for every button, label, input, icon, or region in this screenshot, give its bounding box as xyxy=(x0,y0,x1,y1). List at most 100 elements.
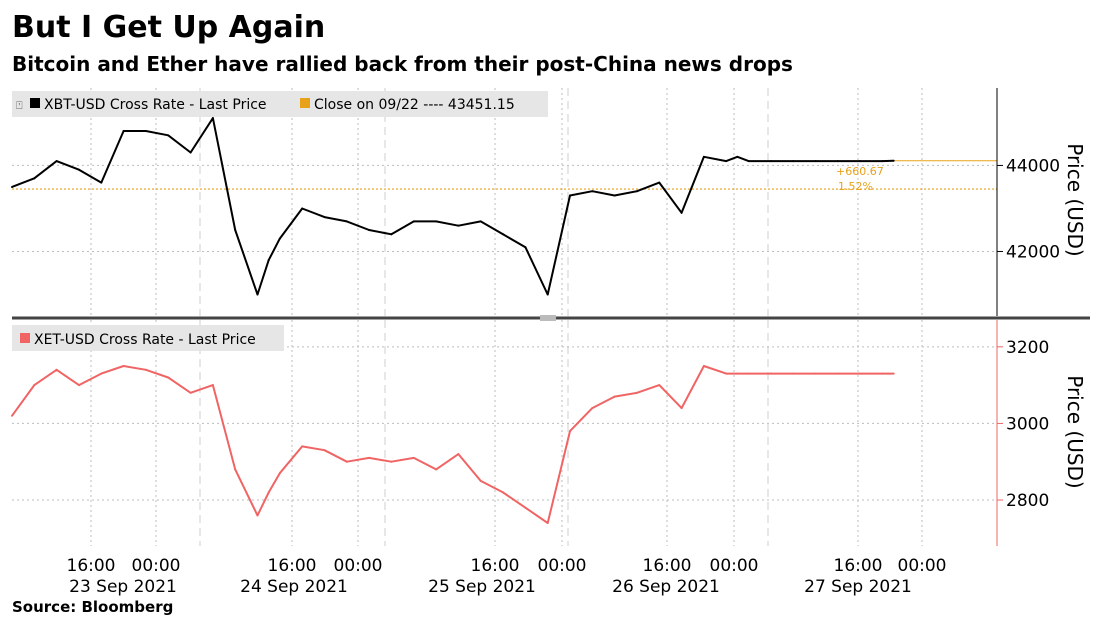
data-point-btc xyxy=(546,293,549,296)
change-pct-annotation: 1.52% xyxy=(838,180,873,193)
data-point-eth xyxy=(569,430,571,433)
data-point-eth xyxy=(55,368,58,371)
bottom-panel-background xyxy=(12,320,997,546)
data-point-btc xyxy=(747,160,750,163)
data-point-btc xyxy=(658,181,661,184)
data-point-eth xyxy=(814,372,817,375)
data-point-btc xyxy=(11,185,13,188)
legend-label-close: Close on 09/22 ---- 43451.15 xyxy=(314,97,515,113)
legend-label-btc: XBT-USD Cross Rate - Last Price xyxy=(44,97,267,113)
data-point-btc xyxy=(256,293,259,296)
x-date-label: 26 Sep 2021 xyxy=(612,577,720,597)
data-point-btc xyxy=(881,160,884,163)
top-y-axis-label: Price (USD) xyxy=(1063,143,1087,257)
data-point-btc xyxy=(167,134,170,137)
legend-toggle-icon[interactable]: ⍞ xyxy=(16,99,23,112)
top-panel-background xyxy=(12,88,997,316)
data-point-eth xyxy=(457,453,460,456)
bottom-y-axis-label: Price (USD) xyxy=(1063,375,1087,489)
y-ticks: 42000 44000 2800 3000 3200 xyxy=(997,156,1060,511)
legend-label-eth: XET-USD Cross Rate - Last Price xyxy=(34,332,256,348)
reference-layer xyxy=(12,160,997,190)
data-point-btc xyxy=(368,228,371,231)
data-point-eth xyxy=(234,468,237,471)
chart-subtitle: Bitcoin and Ether have rallied back from… xyxy=(12,52,793,76)
x-date-label: 27 Sep 2021 xyxy=(804,577,912,597)
change-annotation: +660.67 xyxy=(836,165,884,178)
data-point-eth xyxy=(267,491,270,494)
data-point-eth xyxy=(613,395,616,398)
x-time-label: 16:00 xyxy=(471,556,520,576)
top-legend: ⍞ XBT-USD Cross Rate - Last Price Close … xyxy=(12,91,548,117)
data-point-btc xyxy=(323,216,326,219)
data-point-btc xyxy=(769,160,772,163)
data-point-btc xyxy=(33,177,36,180)
data-point-eth xyxy=(77,384,80,387)
data-point-btc xyxy=(591,190,594,193)
data-point-eth xyxy=(435,468,438,471)
x-time-label: 00:00 xyxy=(132,556,181,576)
series-layer xyxy=(11,117,895,525)
data-point-eth xyxy=(345,460,348,463)
x-time-label: 00:00 xyxy=(538,556,587,576)
data-point-eth xyxy=(736,372,739,375)
data-point-eth xyxy=(892,372,895,375)
x-time-label: 00:00 xyxy=(334,556,383,576)
legend-swatch-eth xyxy=(20,333,30,343)
data-point-eth xyxy=(167,376,170,379)
legend-swatch-close xyxy=(300,98,310,108)
data-point-btc xyxy=(502,233,505,236)
data-point-btc xyxy=(479,220,482,223)
data-point-btc xyxy=(524,246,527,249)
data-point-eth xyxy=(725,372,728,375)
x-time-label: 16:00 xyxy=(643,556,692,576)
data-point-btc xyxy=(702,155,705,158)
y-tick-label: 2800 xyxy=(1006,491,1049,511)
data-point-eth xyxy=(144,368,147,371)
x-date-label: 25 Sep 2021 xyxy=(428,577,536,597)
data-point-btc xyxy=(569,194,571,197)
data-point-eth xyxy=(122,364,125,367)
data-point-btc xyxy=(144,130,147,133)
data-point-btc xyxy=(122,130,125,133)
data-point-btc xyxy=(859,160,862,163)
data-point-eth xyxy=(479,479,482,482)
data-point-btc xyxy=(412,220,415,223)
source-note: Source: Bloomberg xyxy=(12,598,174,616)
data-point-eth xyxy=(658,384,661,387)
data-point-btc xyxy=(345,220,348,223)
data-point-eth xyxy=(769,372,772,375)
data-point-btc xyxy=(457,224,460,227)
data-point-eth xyxy=(323,449,326,452)
x-axis-labels: 16:00 00:00 16:00 00:00 16:00 00:00 16:00 00:00… xyxy=(67,556,947,597)
data-point-btc xyxy=(836,160,839,163)
x-time-label: 00:00 xyxy=(710,556,759,576)
data-point-eth xyxy=(33,384,36,387)
data-point-eth xyxy=(836,372,839,375)
x-date-label: 24 Sep 2021 xyxy=(240,577,348,597)
data-point-btc xyxy=(189,151,192,154)
data-point-eth xyxy=(792,372,795,375)
data-point-eth xyxy=(859,372,862,375)
data-point-eth xyxy=(591,407,594,410)
data-point-btc xyxy=(892,159,895,162)
data-point-eth xyxy=(189,391,192,394)
data-point-btc xyxy=(234,228,237,231)
data-point-btc xyxy=(278,237,281,240)
data-point-eth xyxy=(278,472,281,475)
data-point-eth xyxy=(502,491,505,494)
y-tick-label: 42000 xyxy=(1006,242,1060,262)
data-point-eth xyxy=(881,372,884,375)
data-point-btc xyxy=(680,211,683,214)
legend-swatch-btc xyxy=(30,98,40,108)
panel-resize-handle[interactable] xyxy=(540,315,556,321)
data-point-btc xyxy=(301,207,304,210)
data-point-eth xyxy=(390,460,393,463)
data-point-btc xyxy=(792,160,795,163)
data-point-eth xyxy=(747,372,750,375)
data-point-eth xyxy=(11,414,13,417)
data-point-btc xyxy=(814,160,817,163)
x-time-label: 00:00 xyxy=(898,556,947,576)
data-point-btc xyxy=(390,233,393,236)
